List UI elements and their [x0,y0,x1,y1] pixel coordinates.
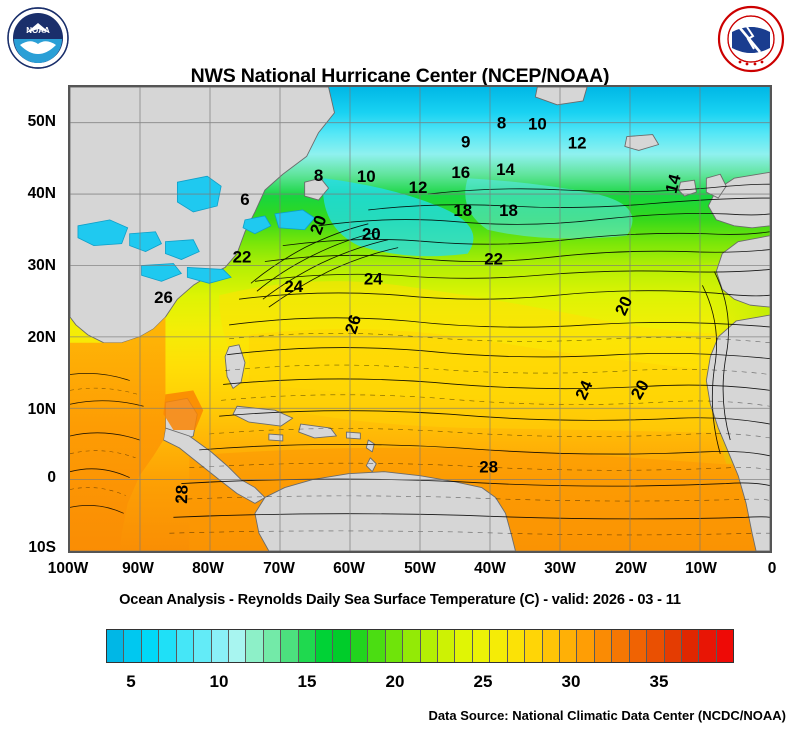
colorbar-cell-29 [612,630,630,662]
y-tick-label-10s: 10S [28,539,56,556]
colorbar-label-30: 30 [561,672,581,691]
colorbar-cell-16 [385,630,404,662]
colorbar-cell-22 [490,630,508,662]
colorbar-cell-9 [263,630,282,662]
colorbar-cell-8 [246,630,264,662]
x-tick-label-40w: 40W [474,560,506,577]
sst-map-plot[interactable]: 6 8 8 9 10 10 12 12 14 14 16 18 18 20 20 20 20 22 22 24 24 24… [68,85,772,553]
y-tick-label-30n: 30N [27,257,56,274]
contour-label-26: 26 [154,288,173,307]
colorbar-cell-23 [507,630,526,662]
y-tick-label-0: 0 [47,469,56,486]
contour-label-8: 8 [314,166,323,185]
colorbar-cell-27 [577,630,595,662]
x-tick-label-10w: 10W [685,560,717,577]
contour-label-24: 24 [364,269,383,288]
page-title: NWS National Hurricane Center (NCEP/NOAA… [190,65,610,88]
contour-label-10: 10 [528,115,547,134]
x-tick-label-20w: 20W [615,560,647,577]
contour-label-14: 14 [496,160,515,179]
colorbar-cell-18 [420,630,439,662]
contour-label-22: 22 [233,248,252,267]
colorbar-cell-26 [559,630,578,662]
y-tick-label-50n: 50N [27,113,56,130]
colorbar-cell-5 [194,630,212,662]
colorbar-cell-14 [350,630,369,662]
colorbar-cell-3 [159,630,177,662]
colorbar-cell-35 [716,630,734,662]
colorbar-cell-1 [124,630,142,662]
x-tick-label-60w: 60W [333,560,365,577]
x-tick-label-90w: 90W [122,560,154,577]
x-tick-label-100w: 100W [47,560,89,577]
colorbar-label-20: 20 [385,672,405,691]
contour-label-22: 22 [484,249,503,268]
colorbar-cell-7 [228,630,247,662]
x-tick-label-0: 0 [767,560,777,577]
contour-label-18: 18 [453,201,472,220]
colorbar-cell-20 [455,630,473,662]
colorbar-cell-31 [647,630,665,662]
colorbar-cell-15 [368,630,386,662]
colorbar-cell-25 [542,630,560,662]
contour-label-10: 10 [357,167,376,186]
contour-label-28: 28 [172,485,192,504]
contour-label-14: 14 [662,172,685,196]
x-tick-label-30w: 30W [544,560,576,577]
contour-label-8: 8 [497,114,506,133]
colorbar-cell-28 [594,630,613,662]
colorbar-label-25: 25 [473,672,493,691]
chart-caption: Ocean Analysis - Reynolds Daily Sea Surf… [119,592,681,608]
colorbar-cell-32 [664,630,682,662]
x-tick-label-50w: 50W [404,560,436,577]
colorbar-cell-10 [281,630,299,662]
contour-label-12: 12 [568,133,587,152]
colorbar-label-10: 10 [209,672,229,691]
colorbar-cell-30 [629,630,648,662]
contour-label-18: 18 [499,201,518,220]
nws-seal-icon [716,4,786,74]
y-tick-label-10n: 10N [27,401,56,418]
x-tick-label-70w: 70W [263,560,295,577]
contour-label-20: 20 [362,225,381,244]
colorbar-cell-11 [298,630,317,662]
contour-label-6: 6 [240,190,249,209]
colorbar-cell-6 [211,630,229,662]
contour-label-9: 9 [461,133,470,152]
colorbar-cell-33 [681,630,700,662]
colorbar-cell-21 [472,630,491,662]
colorbar-label-15: 15 [297,672,317,691]
contour-label-26: 26 [341,312,365,336]
contour-label-12: 12 [409,178,428,197]
noaa-seal-icon: NOAA [6,5,70,71]
colorbar-cell-4 [176,630,195,662]
colorbar-cell-34 [699,630,717,662]
colorbar-label-5: 5 [126,672,136,691]
colorbar-cell-19 [438,630,456,662]
colorbar-cell-13 [333,630,351,662]
colorbar-label-35: 35 [649,672,669,691]
y-tick-label-20n: 20N [27,329,56,346]
x-tick-label-80w: 80W [192,560,224,577]
colorbar-cell-24 [525,630,543,662]
temperature-colorbar[interactable] [106,629,734,663]
svg-text:NOAA: NOAA [26,26,50,35]
y-tick-label-40n: 40N [27,185,56,202]
colorbar-cell-2 [141,630,160,662]
contour-label-28: 28 [479,458,498,477]
colorbar-cell-17 [403,630,421,662]
contour-label-16: 16 [451,163,470,182]
colorbar-cell-0 [107,630,125,662]
contour-label-24: 24 [284,277,303,296]
colorbar-cell-12 [316,630,334,662]
data-source-note: Data Source: National Climatic Data Cent… [428,708,786,723]
